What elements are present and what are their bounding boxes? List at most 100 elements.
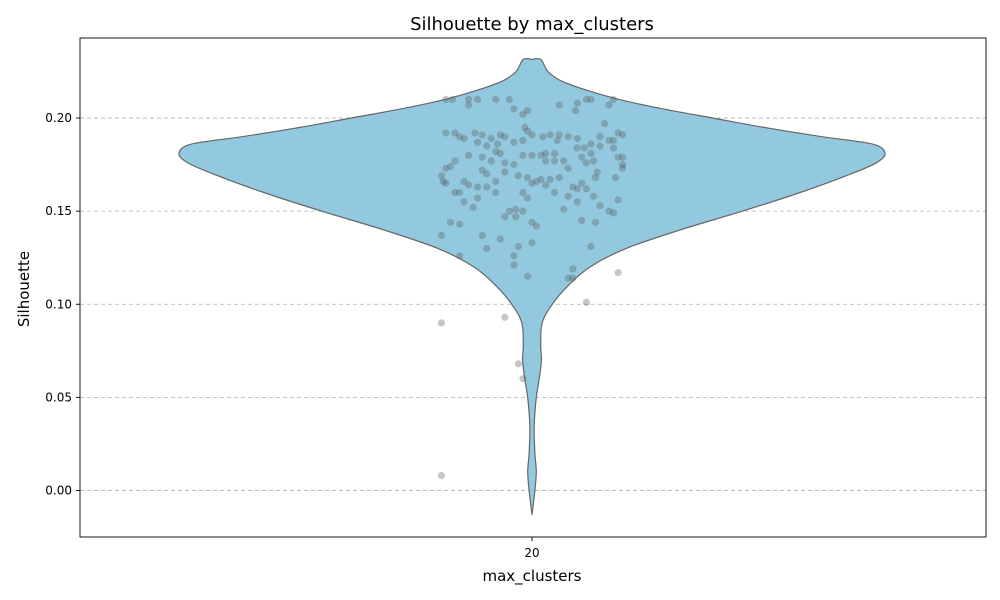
data-point xyxy=(471,129,479,137)
data-point xyxy=(582,185,591,193)
data-point xyxy=(455,252,464,260)
data-point xyxy=(582,298,591,306)
y-tick-label: 0.15 xyxy=(45,204,72,218)
y-tick-label: 0.20 xyxy=(45,111,72,125)
data-point xyxy=(605,136,613,144)
data-point xyxy=(619,153,627,161)
violin-layer xyxy=(178,57,886,515)
data-point xyxy=(492,188,500,197)
data-point xyxy=(474,194,482,202)
data-point xyxy=(569,274,577,282)
data-point xyxy=(580,144,589,152)
data-point xyxy=(605,101,613,109)
data-point xyxy=(487,134,495,143)
data-point xyxy=(492,177,500,185)
data-point xyxy=(582,95,591,103)
data-point xyxy=(446,218,455,226)
data-point xyxy=(578,216,586,225)
data-point xyxy=(546,131,554,139)
data-point xyxy=(483,183,491,191)
data-point xyxy=(542,149,550,157)
data-point xyxy=(483,244,491,252)
data-point xyxy=(609,95,618,103)
data-point xyxy=(501,213,509,221)
y-axis-label: Silhouette xyxy=(15,251,33,327)
data-point xyxy=(591,174,600,182)
data-point xyxy=(587,140,595,148)
data-point xyxy=(501,168,509,176)
data-point xyxy=(528,239,536,247)
data-point xyxy=(494,140,502,148)
data-point xyxy=(537,175,545,184)
data-point xyxy=(528,131,536,139)
data-point xyxy=(460,177,468,185)
data-point xyxy=(521,123,529,131)
data-point xyxy=(614,129,622,137)
x-axis-ticks: 20 xyxy=(524,537,540,560)
data-point xyxy=(523,107,532,115)
data-point xyxy=(514,360,523,368)
data-point xyxy=(478,166,486,174)
data-point xyxy=(596,202,604,210)
data-point xyxy=(609,209,618,217)
data-point xyxy=(573,99,581,107)
data-point xyxy=(510,161,518,169)
data-point xyxy=(614,153,622,161)
data-point xyxy=(483,170,491,178)
data-point xyxy=(614,196,622,204)
data-point xyxy=(474,95,482,103)
data-point xyxy=(501,159,509,167)
x-axis-label: max_clusters xyxy=(482,567,581,586)
data-point xyxy=(496,131,504,139)
data-point xyxy=(546,175,554,184)
data-point xyxy=(474,183,482,191)
data-point xyxy=(564,133,572,141)
data-point xyxy=(573,198,581,206)
data-point xyxy=(605,207,613,215)
data-point xyxy=(437,472,445,480)
data-point xyxy=(573,134,581,143)
data-point xyxy=(523,127,532,135)
data-point xyxy=(465,151,473,159)
data-point xyxy=(514,172,523,180)
data-point xyxy=(600,120,609,128)
data-point xyxy=(501,133,509,141)
data-point xyxy=(448,95,456,103)
data-point xyxy=(619,164,627,172)
data-point xyxy=(542,157,550,165)
data-point xyxy=(439,177,447,185)
data-point xyxy=(593,168,601,176)
data-point xyxy=(578,179,586,187)
data-point xyxy=(619,161,627,169)
data-point xyxy=(510,252,518,260)
data-point xyxy=(596,142,604,150)
data-point xyxy=(519,151,527,159)
data-point xyxy=(539,133,547,141)
data-point xyxy=(564,192,572,200)
data-point xyxy=(611,174,620,182)
data-point xyxy=(474,138,482,146)
data-point xyxy=(587,242,595,251)
violin-body xyxy=(178,57,886,515)
data-point xyxy=(519,136,527,144)
data-point xyxy=(587,95,595,103)
data-point xyxy=(519,207,527,215)
data-point xyxy=(619,131,627,139)
data-point xyxy=(555,174,563,182)
data-point xyxy=(555,131,563,139)
data-point xyxy=(528,151,536,159)
data-point xyxy=(614,269,622,277)
data-point xyxy=(573,144,581,152)
data-point xyxy=(455,133,464,141)
data-point xyxy=(446,162,455,171)
data-point xyxy=(496,235,504,243)
data-point xyxy=(564,274,572,282)
data-point xyxy=(510,261,518,269)
data-point xyxy=(564,164,572,172)
data-point xyxy=(590,157,598,165)
data-point xyxy=(591,218,600,226)
data-point xyxy=(551,188,559,197)
data-point xyxy=(442,164,450,172)
y-tick-label: 0.00 xyxy=(45,483,72,497)
